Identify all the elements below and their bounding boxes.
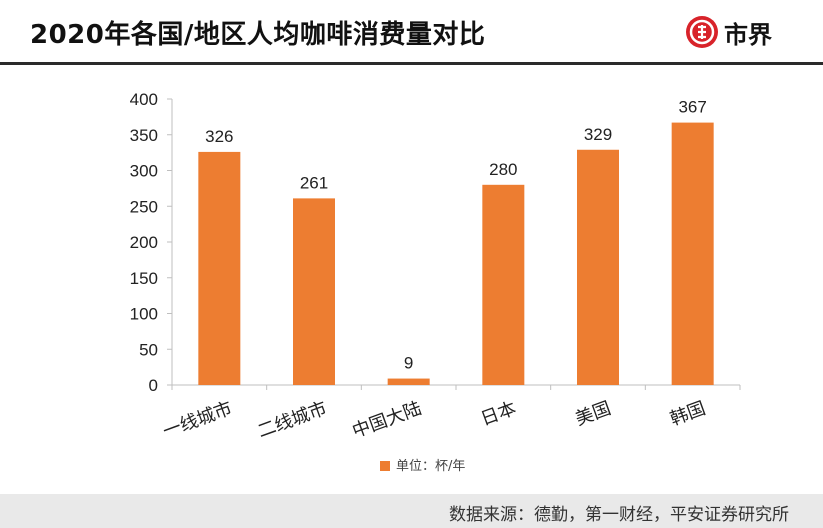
bar [387, 378, 430, 385]
y-tick-label: 150 [130, 269, 158, 288]
brand-logo: 市界 [686, 14, 772, 50]
legend-swatch [380, 461, 390, 471]
header: 2020年各国/地区人均咖啡消费量对比 市界 [0, 0, 823, 62]
data-label: 261 [300, 173, 328, 192]
category-label: 中国大陆 [350, 398, 425, 442]
bar [577, 149, 619, 385]
data-label: 9 [404, 354, 413, 373]
data-label: 367 [678, 98, 706, 117]
y-tick-label: 50 [139, 340, 158, 359]
y-tick-label: 200 [130, 233, 158, 252]
category-label: 二线城市 [255, 398, 330, 442]
bar [671, 122, 714, 385]
y-tick-label: 250 [130, 197, 158, 216]
category-label: 韩国 [667, 398, 708, 430]
chart-title: 2020年各国/地区人均咖啡消费量对比 [30, 20, 486, 50]
y-tick-label: 350 [130, 126, 158, 145]
shijie-logo-icon [686, 16, 718, 48]
bar-chart: 0 50 100 150 200 250 300 350 400 326 一线城市 261 二线城市 9 中… [130, 90, 741, 474]
footer: 数据来源：德勤，第一财经，平安证券研究所 [0, 494, 823, 528]
data-label: 329 [584, 125, 612, 144]
bar [293, 198, 335, 385]
data-source: 数据来源：德勤，第一财经，平安证券研究所 [449, 505, 789, 525]
logo-text: 市界 [724, 20, 772, 49]
header-divider [0, 62, 823, 65]
y-tick-label: 400 [130, 90, 158, 109]
y-tick-label: 300 [130, 162, 158, 181]
y-tick-label: 100 [130, 305, 158, 324]
bar [482, 184, 525, 385]
legend-label: 单位：杯/年 [396, 459, 465, 474]
category-label: 日本 [478, 398, 519, 430]
bar [198, 151, 241, 385]
data-label: 326 [205, 127, 233, 146]
chart-area: 0 50 100 150 200 250 300 350 400 326 一线城市 261 二线城市 9 中… [0, 66, 823, 496]
category-label: 美国 [573, 398, 614, 430]
y-tick-label: 0 [149, 376, 158, 395]
category-label: 一线城市 [160, 398, 235, 442]
data-label: 280 [489, 160, 517, 179]
